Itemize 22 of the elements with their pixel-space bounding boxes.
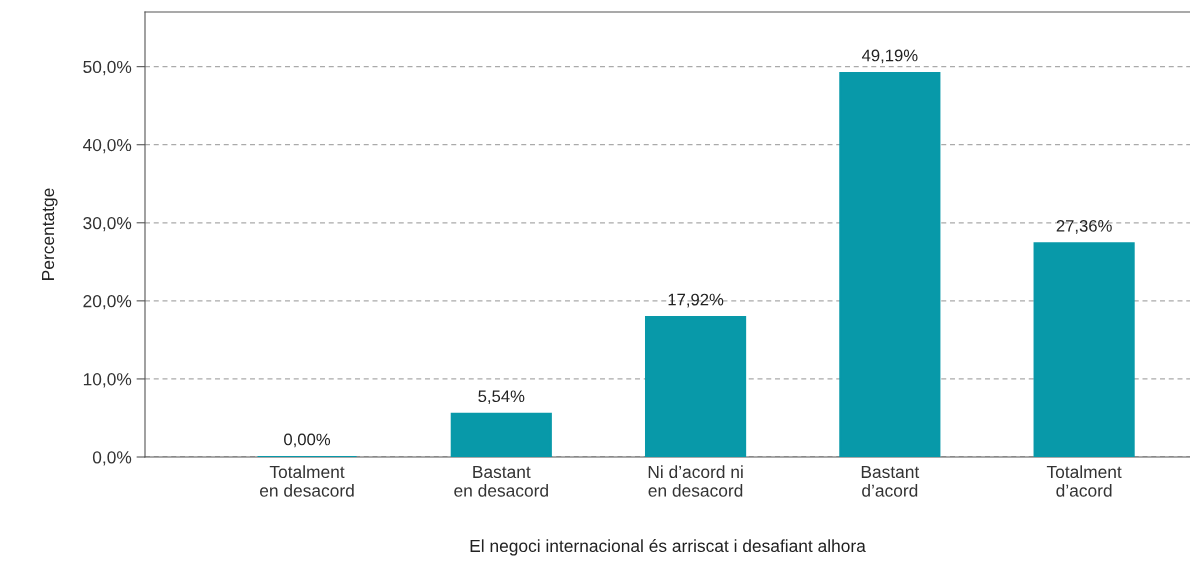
y-tick-label: 20,0%: [83, 295, 132, 310]
data-label: 17,92%: [668, 293, 724, 308]
data-label: 27,36%: [1056, 219, 1112, 234]
y-tick-label: 30,0%: [83, 216, 132, 232]
x-axis-title: El negoci internacional és arriscat i desafiant alhora: [470, 539, 866, 556]
x-tick-label: Bastant en desacord: [454, 465, 548, 497]
x-tick-label: Totalment d’acord: [1046, 465, 1122, 497]
y-tick-label: 0,0%: [92, 451, 132, 466]
bar: [839, 71, 941, 457]
y-axis-title: Percentatge: [42, 188, 58, 280]
y-tick-label: 40,0%: [82, 138, 132, 154]
bar: [1033, 242, 1135, 457]
x-tick-label: Totalment en desacord: [259, 465, 354, 497]
bar: [450, 412, 552, 457]
x-tick-label: Ni d’acord ni en desacord: [648, 465, 743, 497]
y-tick-label: 50,0%: [83, 60, 132, 76]
data-label: 49,19%: [861, 49, 918, 64]
bar: [644, 316, 747, 457]
x-tick-label: Bastant d’acord: [861, 465, 920, 497]
data-label: 0,00%: [284, 433, 331, 448]
data-label: 5,54%: [478, 390, 525, 405]
y-tick-label: 10,0%: [83, 373, 132, 388]
